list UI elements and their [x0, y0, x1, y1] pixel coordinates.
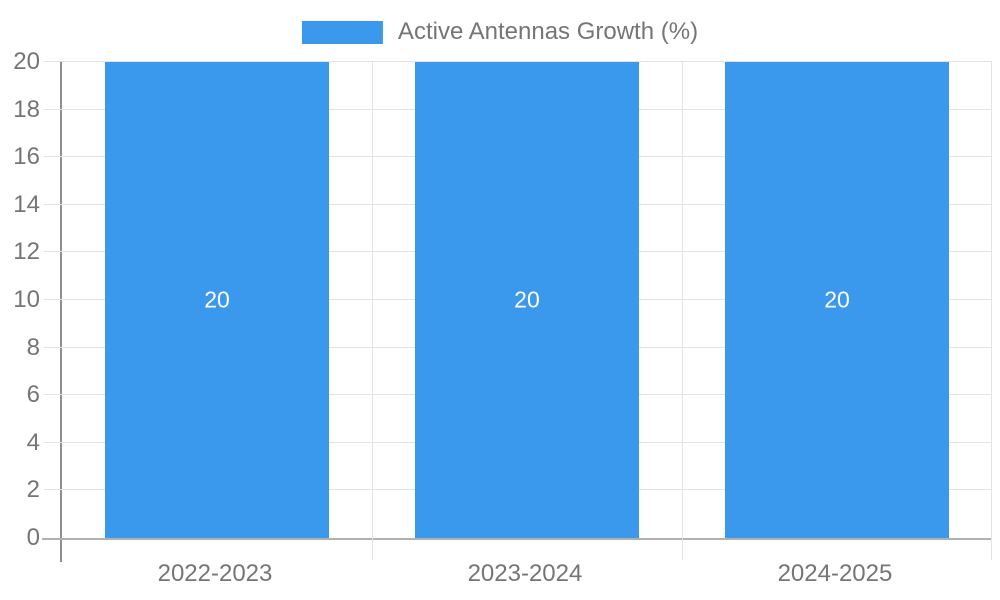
category-separator	[371, 62, 373, 560]
y-axis-labels: 0 2 4 6 8 10 12 14 16 18 20	[0, 50, 40, 550]
gridline	[44, 61, 992, 62]
plot-area: 20 20 20	[42, 61, 992, 562]
legend-label: Active Antennas Growth (%)	[397, 18, 699, 45]
bar-value-label: 20	[824, 286, 850, 313]
y-tick-label: 12	[13, 238, 40, 266]
y-tick-label: 10	[13, 286, 40, 313]
y-tick-label: 14	[13, 190, 40, 218]
legend-swatch	[301, 20, 383, 44]
bar-2024-2025[interactable]: 20	[724, 62, 949, 538]
x-axis-stub	[42, 538, 62, 540]
y-axis-tick-extension	[60, 540, 62, 562]
x-tick-label: 2022-2023	[157, 560, 273, 587]
bar-slot: 20	[62, 62, 372, 538]
y-tick-label: 8	[26, 333, 40, 361]
x-tick-label: 2024-2025	[777, 560, 893, 587]
bar-slot: 20	[682, 62, 992, 538]
y-tick-label: 4	[26, 428, 40, 456]
category-separator	[682, 62, 683, 560]
category-separator	[991, 62, 992, 560]
x-tick-label: 2023-2024	[467, 560, 583, 587]
legend-item[interactable]: Active Antennas Growth (%)	[301, 18, 699, 46]
x-axis-labels: 2022-2023 2023-2024 2024-2025	[60, 560, 990, 588]
y-tick-label: 20	[13, 48, 40, 75]
bar-value-label: 20	[514, 286, 540, 313]
y-tick-label: 0	[26, 524, 40, 551]
y-tick-label: 18	[13, 95, 40, 123]
bar-2022-2023[interactable]: 20	[104, 62, 329, 538]
y-tick-label: 6	[26, 381, 40, 409]
bar-slot: 20	[372, 62, 682, 538]
bar-2023-2024[interactable]: 20	[414, 62, 639, 538]
y-tick-label: 16	[13, 143, 40, 171]
y-tick-label: 2	[26, 476, 40, 504]
bar-value-label: 20	[204, 286, 230, 313]
